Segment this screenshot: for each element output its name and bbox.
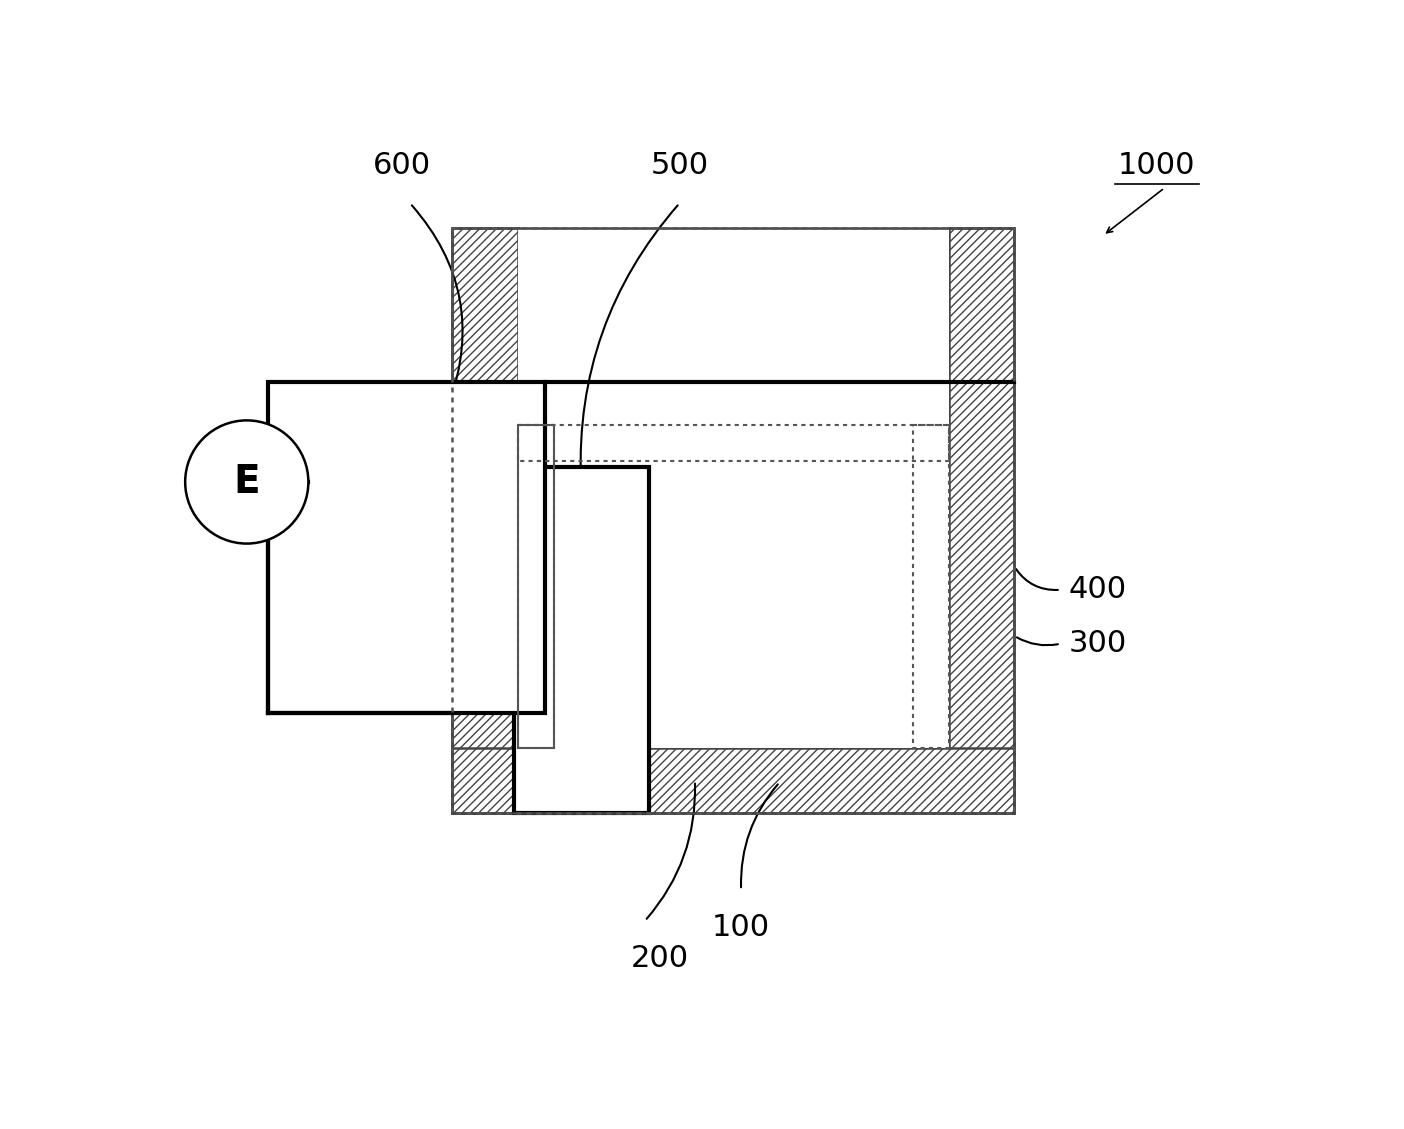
Bar [518, 426, 553, 747]
Bar [452, 228, 1015, 813]
Bar [514, 466, 649, 813]
Text: 200: 200 [632, 944, 689, 973]
Bar [913, 426, 949, 747]
Bar [452, 747, 1015, 813]
Text: E: E [233, 463, 260, 501]
Text: 100: 100 [712, 913, 771, 943]
Bar [452, 228, 1015, 813]
Circle shape [185, 420, 309, 543]
Bar [518, 228, 949, 747]
Text: 400: 400 [1068, 576, 1126, 604]
Text: 300: 300 [1068, 629, 1126, 658]
Bar [518, 426, 949, 462]
Text: 1000: 1000 [1118, 151, 1196, 181]
Bar [949, 228, 1015, 813]
Bar [268, 382, 545, 714]
Text: 500: 500 [650, 151, 709, 181]
Bar [518, 426, 553, 747]
Text: 600: 600 [373, 151, 431, 181]
Bar [452, 228, 518, 813]
